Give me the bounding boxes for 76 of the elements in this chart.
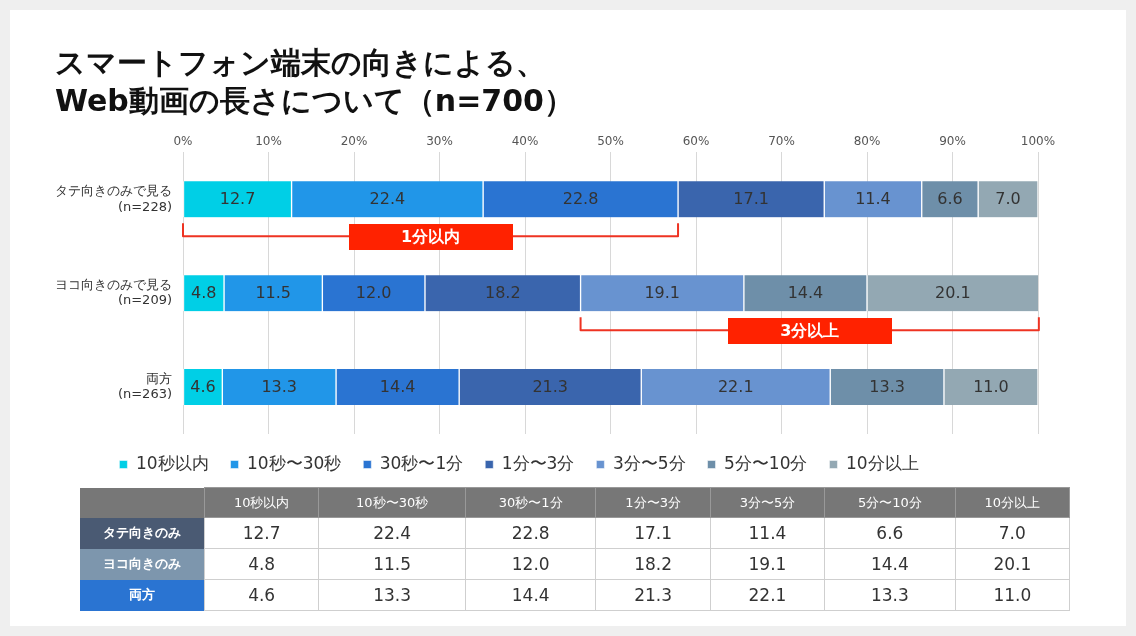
x-tick-label: 80% <box>853 134 881 149</box>
x-tick-label: 20% <box>340 134 368 149</box>
x-tick-label: 100% <box>1020 134 1056 149</box>
legend-label: 5分〜10分 <box>724 452 808 473</box>
text: 21.3 <box>634 585 673 605</box>
text: 3分〜5分 <box>739 494 796 510</box>
x-tick-label: 50% <box>597 134 624 149</box>
y-tick-label: タテ向きのみで見る (n=228) <box>55 182 172 214</box>
text: タテ向きのみ <box>80 517 205 549</box>
data-label: 11.0 <box>973 377 1009 397</box>
data-label: 14.4 <box>379 377 416 397</box>
text: 12.7 <box>242 523 281 543</box>
text: 20.1 <box>993 554 1032 574</box>
data-label: 19.1 <box>644 283 681 303</box>
x-tick-label: 10% <box>255 134 282 149</box>
legend-label: 10秒〜30秒 <box>247 452 342 473</box>
data-label: 12.7 <box>219 189 256 209</box>
text: 13.3 <box>373 585 412 605</box>
text: 両方 <box>80 579 205 611</box>
data-label: 12.0 <box>355 283 392 303</box>
text: 12.0 <box>511 554 550 574</box>
text: 14.4 <box>511 585 550 605</box>
legend-label: 3分〜5分 <box>612 452 686 473</box>
data-label: 11.5 <box>255 283 292 303</box>
data-label: 4.8 <box>191 283 217 303</box>
x-tick-label: 70% <box>768 134 795 149</box>
text: 6.6 <box>876 523 904 543</box>
text: 11.0 <box>993 585 1032 605</box>
text: 18.2 <box>634 554 673 574</box>
callout-box: 3分以上 <box>727 318 892 345</box>
data-label: 22.4 <box>369 189 406 209</box>
text: 4.6 <box>248 585 276 605</box>
data-label: 7.0 <box>995 189 1021 209</box>
text: 30秒〜1分 <box>498 494 563 510</box>
data-label: 6.6 <box>937 189 963 209</box>
x-tick-label: 90% <box>939 134 966 149</box>
data-label: 11.4 <box>855 189 891 209</box>
data-label: 18.2 <box>484 283 521 303</box>
text: ヨコ向きのみ <box>80 548 205 580</box>
text: 19.1 <box>748 554 787 574</box>
x-tick-label: 60% <box>682 134 710 149</box>
legend-label: 10分以上 <box>845 452 919 473</box>
text: 14.4 <box>870 554 909 574</box>
text: 11.4 <box>748 523 787 543</box>
text: 22.4 <box>373 523 412 543</box>
data-label: 4.6 <box>190 377 216 397</box>
data-label: 22.1 <box>717 377 754 397</box>
text: 11.5 <box>373 554 412 574</box>
text: 7.0 <box>998 523 1026 543</box>
data-label: 17.1 <box>733 189 769 209</box>
y-tick-label: ヨコ向きのみで見る (n=209) <box>55 276 172 308</box>
text: 17.1 <box>634 523 673 543</box>
data-label: 13.3 <box>261 377 297 397</box>
x-tick-label: 40% <box>511 134 539 149</box>
callout-box: 1分以内 <box>348 224 513 251</box>
text: 22.8 <box>511 523 550 543</box>
x-tick-label: 30% <box>426 134 453 149</box>
text: 13.3 <box>870 585 909 605</box>
legend-label: 1分〜3分 <box>501 452 575 473</box>
text: 1分〜3分 <box>625 494 681 510</box>
y-tick-label: 両方 (n=263) <box>117 370 172 402</box>
legend-label: 10秒以内 <box>135 452 209 473</box>
text: 22.1 <box>748 585 787 605</box>
data-label: 21.3 <box>532 377 569 397</box>
data-label: 13.3 <box>869 377 905 397</box>
text: 4.8 <box>248 554 276 574</box>
x-tick-label: 0% <box>173 134 193 149</box>
data-label: 14.4 <box>787 283 824 303</box>
text: 10分以上 <box>984 494 1041 510</box>
text: 10秒以内 <box>233 494 290 510</box>
chart-title: スマートフォン端末の向きによる、 Web動画の長さについて（n=700） <box>55 44 574 120</box>
legend-label: 30秒〜1分 <box>379 452 464 473</box>
data-label: 20.1 <box>935 283 971 303</box>
data-label: 22.8 <box>562 189 599 209</box>
text: 10秒〜30秒 <box>356 494 429 510</box>
text: 5分〜10分 <box>857 494 922 510</box>
